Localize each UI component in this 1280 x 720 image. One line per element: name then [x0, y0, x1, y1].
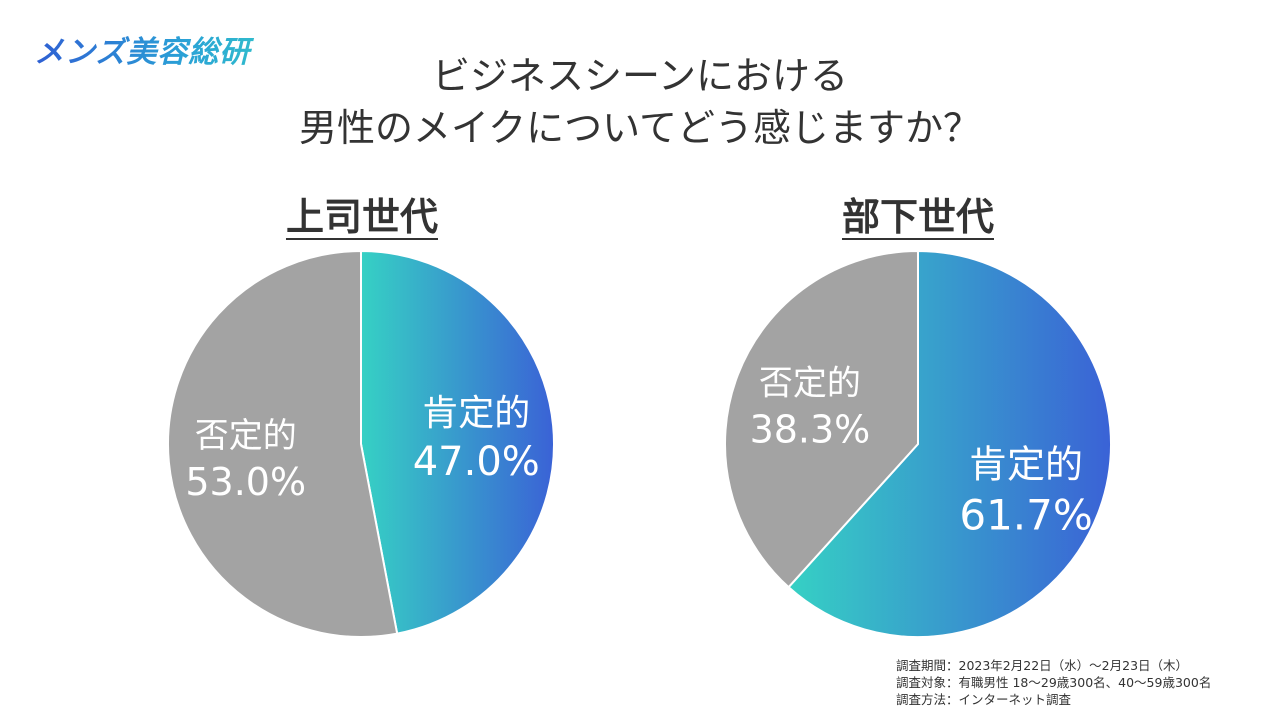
pie-1-slice-否定的: [724, 249, 919, 589]
survey-footnote: 調査期間：2023年2月22日（水）〜2月23日（木） 調査対象：有職男性 18…: [896, 657, 1211, 708]
pie-1-slice-肯定的: [787, 249, 1112, 638]
chart-title: ビジネスシーンにおける 男性のメイクについてどう感じますか？: [0, 50, 1280, 154]
pie-0-slice-label: 否定的: [195, 416, 297, 456]
pie-title-text: 上司世代: [285, 195, 438, 239]
pie-title-boss-generation: 上司世代: [212, 186, 512, 241]
footnote-target: 調査対象：有職男性 18〜29歳300名、40〜59歳300名: [896, 675, 1212, 690]
pie-1-slice-label: 否定的: [759, 363, 861, 403]
pie-0-slice-label: 肯定的: [422, 393, 530, 434]
pie-0-slice-value: 47.0%: [413, 439, 540, 485]
title-line-2: 男性のメイクについてどう感じますか？: [298, 106, 982, 150]
brand-logo: メンズ美容総研: [34, 24, 314, 74]
pie-1-slice-value: 61.7%: [959, 491, 1092, 540]
footnote-period: 調査期間：2023年2月22日（水）〜2月23日（木）: [896, 658, 1189, 673]
pie-0-slice-肯定的: [360, 249, 555, 635]
pie-title-text: 部下世代: [841, 195, 994, 239]
footnote-method: 調査方法：インターネット調査: [896, 692, 1072, 707]
pie-1-slice-label: 肯定的: [969, 443, 1083, 487]
pie-0-slice-value: 53.0%: [185, 460, 306, 504]
pie-0-slice-否定的: [167, 249, 399, 638]
title-line-1: ビジネスシーンにおける: [431, 54, 849, 98]
pie-title-subordinate-generation: 部下世代: [768, 186, 1068, 241]
pie-1-slice-value: 38.3%: [750, 407, 871, 451]
